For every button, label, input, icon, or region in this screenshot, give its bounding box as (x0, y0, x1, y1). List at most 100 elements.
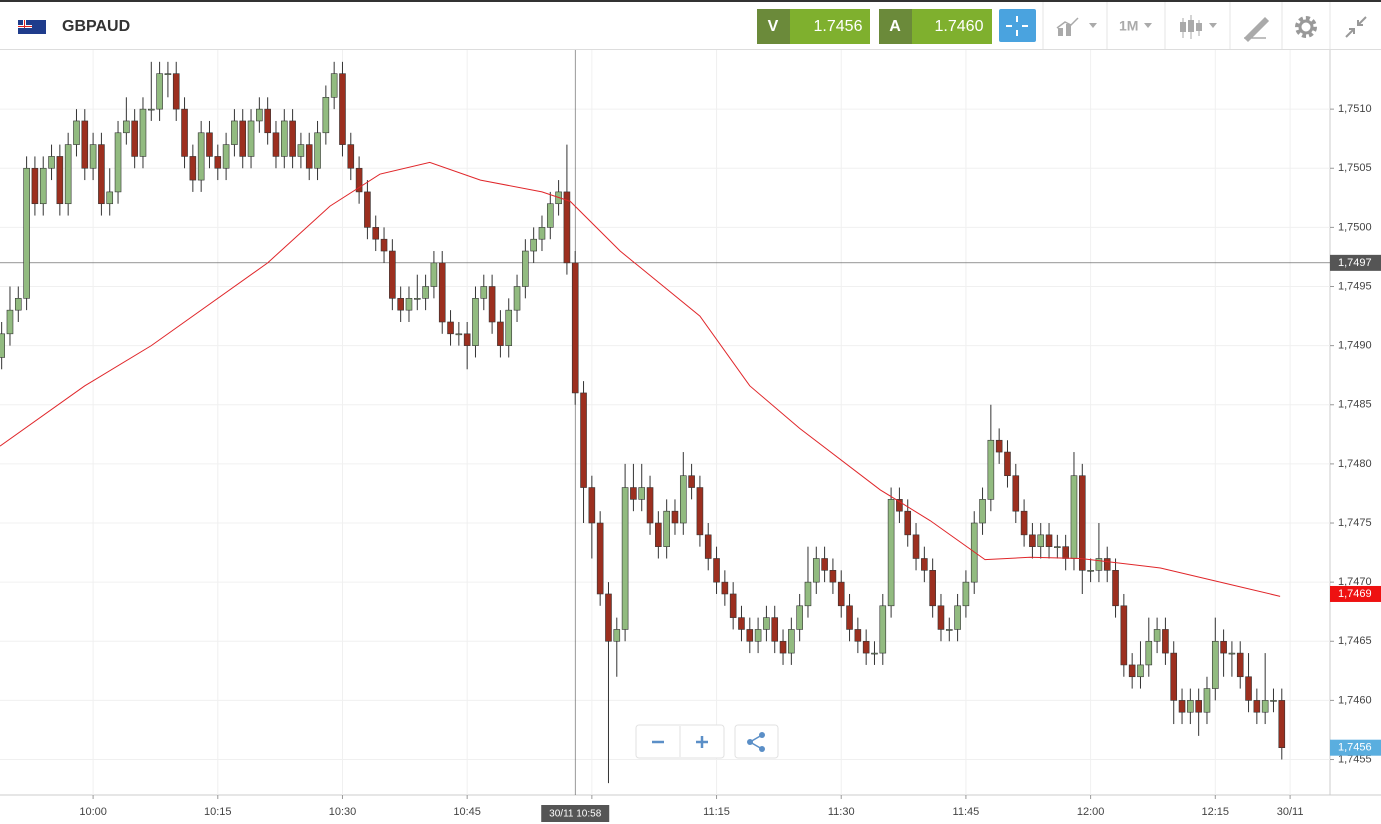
timeframe[interactable]: 1M (1119, 18, 1138, 34)
buy-label[interactable]: A (889, 18, 901, 35)
x-tick-label: 10:30 (329, 806, 357, 818)
draw-button[interactable] (1243, 16, 1270, 43)
candle-body-up (39, 167, 47, 205)
chart-type-icon[interactable] (1056, 17, 1079, 29)
price-tag (1330, 739, 1381, 756)
candle-body-up (887, 499, 895, 607)
y-tick-label: 1,7470 (1338, 576, 1372, 588)
candle-body-down (671, 510, 679, 524)
candle-body-up (879, 605, 887, 654)
candle-body-down (746, 629, 754, 642)
sell-label[interactable]: V (768, 18, 779, 35)
candle-body-down (447, 321, 454, 335)
y-tick-label: 1,7495 (1338, 280, 1372, 292)
share-box[interactable] (734, 724, 779, 759)
candle-body-down (1120, 605, 1128, 666)
candle-body-up (256, 108, 263, 122)
crosshair-button[interactable] (999, 9, 1036, 42)
candle-body-down (729, 593, 737, 618)
candle-body-down (829, 570, 837, 583)
y-tick-label: 1,7460 (1338, 694, 1372, 706)
candle-body-up (804, 581, 812, 607)
candle-body-down (896, 499, 903, 512)
candle-body-down (929, 570, 936, 607)
candle-icon[interactable] (1188, 20, 1194, 32)
gear-icon[interactable] (1298, 19, 1314, 35)
share-icon[interactable] (747, 732, 765, 752)
candle-body-up (796, 605, 803, 630)
candle-body-up (1137, 664, 1144, 678)
candle-body-down (264, 108, 271, 134)
candle-body-down (1112, 570, 1119, 607)
candle-body-up (505, 309, 513, 346)
chart-type-icon[interactable] (1058, 24, 1071, 36)
candle-body-down (347, 144, 355, 169)
buy-price[interactable]: 1.7460 (935, 18, 984, 35)
candle-body-down (364, 191, 371, 228)
buy-button[interactable]: A 1.7460 (879, 9, 992, 44)
candle-body-up (1145, 640, 1153, 666)
collapse-button[interactable] (1345, 16, 1367, 38)
timeframe-button[interactable]: 1M (1119, 18, 1152, 34)
candle-body-down (937, 605, 945, 630)
chart-type-button[interactable] (1056, 17, 1097, 36)
candle-icon[interactable] (1180, 22, 1186, 32)
flag (18, 20, 46, 34)
x-tick-label: 30/11 (1277, 806, 1304, 818)
candle-body-down (771, 617, 779, 642)
collapse-icon[interactable] (1345, 16, 1367, 38)
x-tick-label: 10:00 (79, 806, 107, 818)
y-tick-label: 1,7500 (1338, 221, 1372, 233)
candle-body-up (123, 120, 130, 134)
candle-icon[interactable] (1196, 23, 1202, 31)
dropdown-arrow[interactable] (1144, 23, 1152, 28)
share-line[interactable] (748, 734, 763, 750)
candle-body-up (405, 298, 413, 311)
candle-body-down (696, 487, 704, 536)
candle-body-down (239, 120, 247, 157)
candle-body-up (89, 144, 97, 169)
candle-body-up (546, 203, 554, 228)
sell-tag[interactable] (757, 9, 790, 44)
candle-body-down (1078, 475, 1086, 571)
candle-body-down (214, 156, 222, 169)
gear-icon[interactable] (1295, 16, 1317, 38)
sell-button[interactable]: V 1.7456 (757, 9, 870, 44)
x-tick-label: 11:15 (703, 806, 730, 818)
crosshair-bg[interactable] (999, 9, 1036, 42)
candle-body-up (314, 132, 321, 169)
candle-body-up (871, 652, 878, 655)
dropdown-arrow[interactable] (1089, 23, 1097, 28)
zoom-in[interactable] (696, 736, 708, 748)
candle-body-down (655, 522, 662, 547)
buy-tag[interactable] (879, 9, 912, 44)
candle-body-down (605, 593, 612, 642)
candle-body-down (1004, 451, 1011, 477)
candle-body-down (488, 286, 496, 323)
candle-body-up (455, 333, 463, 336)
candle-body-down (1220, 640, 1227, 654)
candle-body-down (713, 558, 720, 583)
candle-body-down (563, 191, 571, 264)
candle-body-down (181, 108, 188, 157)
draw-icon[interactable] (1243, 16, 1270, 43)
y-tick-label: 1,7475 (1338, 517, 1372, 529)
settings-button[interactable] (1295, 16, 1317, 38)
candle-body-up (480, 286, 488, 299)
dropdown-arrow[interactable] (1209, 23, 1217, 28)
candle-style-button[interactable] (1180, 15, 1217, 39)
sell-price[interactable]: 1.7456 (814, 18, 863, 35)
candle-body-up (987, 439, 995, 500)
candle-body-down (1253, 700, 1261, 713)
y-tick-label: 1,7485 (1338, 399, 1372, 411)
y-tick-label: 1,7480 (1338, 458, 1372, 470)
candle-body-up (48, 156, 55, 169)
candle-body-up (1054, 546, 1061, 548)
price-tag-label: 1,7456 (1338, 742, 1372, 754)
crosshair-icon[interactable] (1006, 16, 1028, 36)
candle-body-down (1012, 475, 1020, 512)
candle-body-up (280, 120, 288, 157)
candle-body-down (56, 156, 64, 205)
candle-body-down (596, 522, 604, 595)
